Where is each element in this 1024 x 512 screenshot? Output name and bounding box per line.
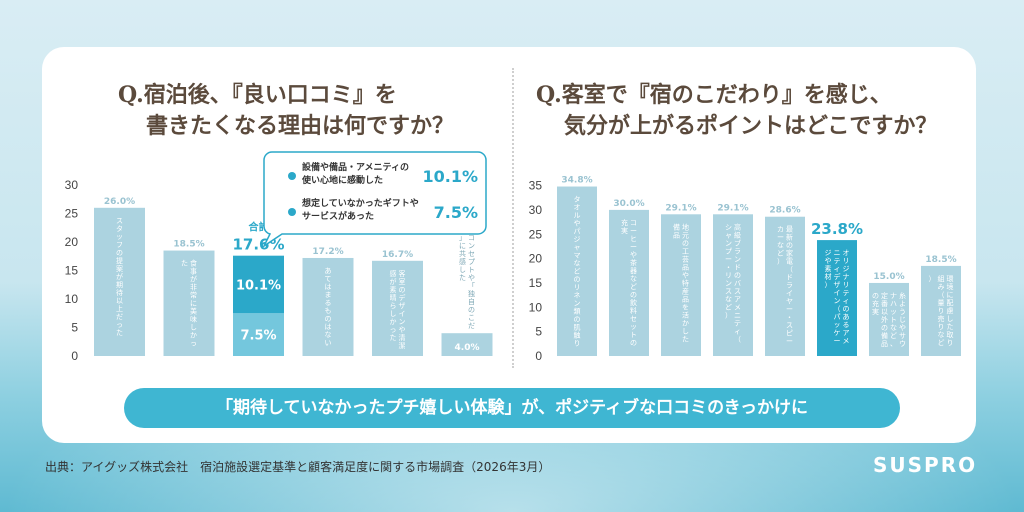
y-tick-label: 0 [71, 349, 78, 363]
divider [512, 68, 514, 368]
bar-category-label: 宿のコンセプトや「独自のこだ [468, 217, 475, 330]
bar [163, 250, 215, 356]
y-tick-label: 15 [529, 276, 543, 290]
y-tick-label: 20 [65, 235, 79, 249]
bar-value-label: 34.8% [561, 176, 592, 186]
bar-category-label: の充実 [872, 292, 879, 316]
bar-category-label: 食事が非常に美味しかっ [190, 259, 197, 348]
bar-category-label: 環境に配慮した取り [947, 275, 954, 347]
question-right-line1: Q.客室で『宿のこだわり』を感じ、 [536, 82, 892, 108]
y-tick-label: 35 [529, 179, 543, 193]
y-tick-label: 0 [535, 349, 542, 363]
bar-category-label: 備品 [673, 222, 680, 239]
bar-category-label: 高級ブランドのバスアメニティ（ [734, 222, 741, 343]
bar-category-label: シャンプー・リンスなど） [725, 223, 732, 319]
bar [765, 216, 805, 356]
question-left-line1: Q.宿泊後、『良い口コミ』を [118, 82, 397, 108]
bar-category-label: ジや素材） [825, 249, 832, 289]
bar [869, 282, 909, 356]
bar-value-label: 17.2% [312, 247, 343, 257]
bar-value-label: 18.5% [173, 240, 204, 250]
bar-value-label: 16.7% [382, 250, 413, 260]
bar-category-label: 客室のデザインや清潔 [399, 269, 406, 350]
bar [713, 214, 753, 356]
stack-top-label: 10.1% [236, 278, 281, 293]
bar [441, 333, 493, 356]
bar [94, 207, 145, 356]
bar-category-label: オリジナリティのあるアメ [843, 249, 850, 345]
bar-category-label: ナハットなど、 [890, 292, 897, 348]
y-tick-label: 5 [535, 325, 542, 339]
bar-category-label: 最新の家電（ドライヤー・スピー [786, 226, 793, 346]
question-right: Q.客室で『宿のこだわり』を感じ、 気分が上がるポイントはどこですか？ [536, 80, 937, 142]
brand-logo: SUSPRO [873, 453, 978, 477]
bar-category-label: コーヒーや茶器などの飲料セットの [630, 219, 637, 347]
stack-bottom-label: 7.5% [240, 329, 276, 344]
bar-category-label: カーなど） [777, 226, 784, 266]
question-right-line2: 気分が上がるポイントはどこですか？ [564, 113, 938, 139]
callout-item-value: 10.1% [422, 167, 478, 186]
bar-category-label: タオルやパジャマなどのリネン類の肌触り [574, 195, 581, 348]
bar-category-label: ニティデザイン（パッケー [834, 249, 841, 345]
y-tick-label: 30 [529, 203, 543, 217]
bar-value-label: 18.5% [925, 255, 956, 265]
callout-box [262, 151, 487, 249]
bar [921, 265, 961, 356]
callout-bullet [288, 172, 296, 180]
y-tick-label: 10 [65, 292, 79, 306]
bar-stack-bottom [233, 313, 284, 356]
bar [302, 257, 354, 356]
callout-item-value: 7.5% [434, 203, 478, 222]
bar-value-label: 30.0% [613, 199, 644, 209]
bar-value-label: 26.0% [104, 197, 135, 207]
bar-category-label: スタッフの提案が期待以上だった [116, 217, 123, 337]
y-tick-label: 10 [529, 300, 543, 314]
y-tick-label: 20 [529, 252, 543, 266]
bar-category-label: 充実 [621, 218, 628, 235]
bar [609, 209, 649, 356]
callout-bullet [288, 208, 296, 216]
bar [817, 240, 857, 356]
bar-category-label: 糸ようじやサウ [899, 291, 906, 348]
bar-category-label: 感が素晴らしかった [390, 269, 397, 342]
bar-category-label: た [181, 260, 188, 268]
callout-item-text: 設備や備品・アメニティの [302, 161, 409, 173]
bar-category-label: 組み（量り売りなど [938, 274, 945, 347]
y-tick-label: 25 [529, 227, 543, 241]
callout-item-text: サービスがあった [302, 210, 374, 222]
bar-value-label: 23.8% [811, 220, 863, 238]
callout-item-text: 使い心地に感動した [301, 174, 383, 186]
bar-category-label: ） [929, 275, 936, 283]
bar-category-label: 地元の工芸品や特産品を活かした [682, 222, 689, 343]
question-left-line2: 書きたくなる理由は何ですか？ [146, 113, 455, 139]
y-tick-label: 5 [71, 321, 78, 335]
bar-value-label: 28.6% [769, 206, 800, 216]
question-left: Q.宿泊後、『良い口コミ』を 書きたくなる理由は何ですか？ [118, 80, 454, 142]
bar [661, 214, 701, 356]
y-tick-label: 25 [65, 207, 79, 221]
bar [372, 260, 423, 356]
bar-value-label: 29.1% [665, 203, 696, 213]
y-tick-label: 15 [65, 264, 79, 278]
bar-value-label: 15.0% [873, 272, 904, 282]
callout-item-text: 想定していなかったギフトや [301, 197, 419, 209]
bar-value-label: 29.1% [717, 203, 748, 213]
bar-category-label: 定番以外の備品 [881, 291, 888, 348]
conclusion-banner: 「期待していなかったプチ嬉しい体験」が、ポジティブな口コミのきっかけに [124, 388, 900, 428]
bar [557, 186, 597, 356]
source-note: 出典：アイグッズ株式会社 宿泊施設選定基準と顧客満足度に関する市場調査（2026… [45, 460, 551, 474]
bar-stack-top [233, 255, 284, 314]
y-tick-label: 30 [65, 178, 79, 192]
bar-value-label: 4.0% [455, 343, 480, 353]
bar-category-label: あてはまるものはない [325, 267, 332, 347]
